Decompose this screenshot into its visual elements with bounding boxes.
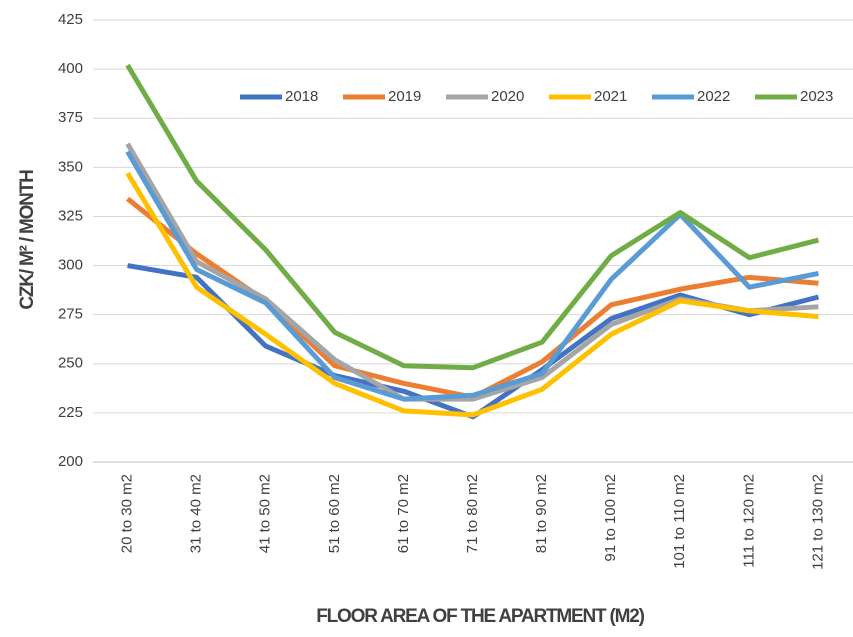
y-tick-label: 325 xyxy=(58,207,83,224)
x-tick-label: 111 to 120 m2 xyxy=(740,474,757,568)
x-tick-label: 61 to 70 m2 xyxy=(395,474,412,553)
x-tick-label: 101 to 110 m2 xyxy=(671,474,688,569)
x-tick-label: 121 to 130 m2 xyxy=(809,474,826,570)
y-tick-label: 375 xyxy=(58,109,83,126)
y-tick-label: 400 xyxy=(58,60,83,77)
legend-label: 2021 xyxy=(594,88,627,105)
x-tick-label: 81 to 90 m2 xyxy=(533,474,550,553)
legend-label: 2018 xyxy=(285,88,318,105)
x-tick-label: 71 to 80 m2 xyxy=(464,474,481,553)
x-tick-label: 31 to 40 m2 xyxy=(188,474,205,553)
legend-label: 2019 xyxy=(388,88,421,105)
series-line xyxy=(125,150,819,402)
x-tick-label: 20 to 30 m2 xyxy=(119,474,136,553)
legend-label: 2020 xyxy=(491,88,524,105)
series-line xyxy=(125,171,819,418)
series-line xyxy=(125,142,819,402)
y-tick-label: 300 xyxy=(58,257,83,274)
series-line xyxy=(125,63,820,371)
y-axis-title: CZK/ M² / MONTH xyxy=(17,170,38,310)
y-tick-label: 425 xyxy=(58,11,83,28)
legend-label: 2023 xyxy=(800,88,833,105)
x-tick-label: 91 to 100 m2 xyxy=(602,474,619,562)
y-tick-label: 275 xyxy=(58,306,83,323)
y-tick-label: 200 xyxy=(58,453,83,470)
y-tick-label: 350 xyxy=(58,158,83,175)
x-tick-label: 51 to 60 m2 xyxy=(326,474,343,553)
y-tick-label: 225 xyxy=(58,404,83,421)
y-tick-label: 250 xyxy=(58,355,83,372)
legend-label: 2022 xyxy=(697,88,730,105)
x-tick-label: 41 to 50 m2 xyxy=(257,474,274,553)
x-axis-title: FLOOR AREA OF THE APARTMENT (M2) xyxy=(316,606,644,627)
